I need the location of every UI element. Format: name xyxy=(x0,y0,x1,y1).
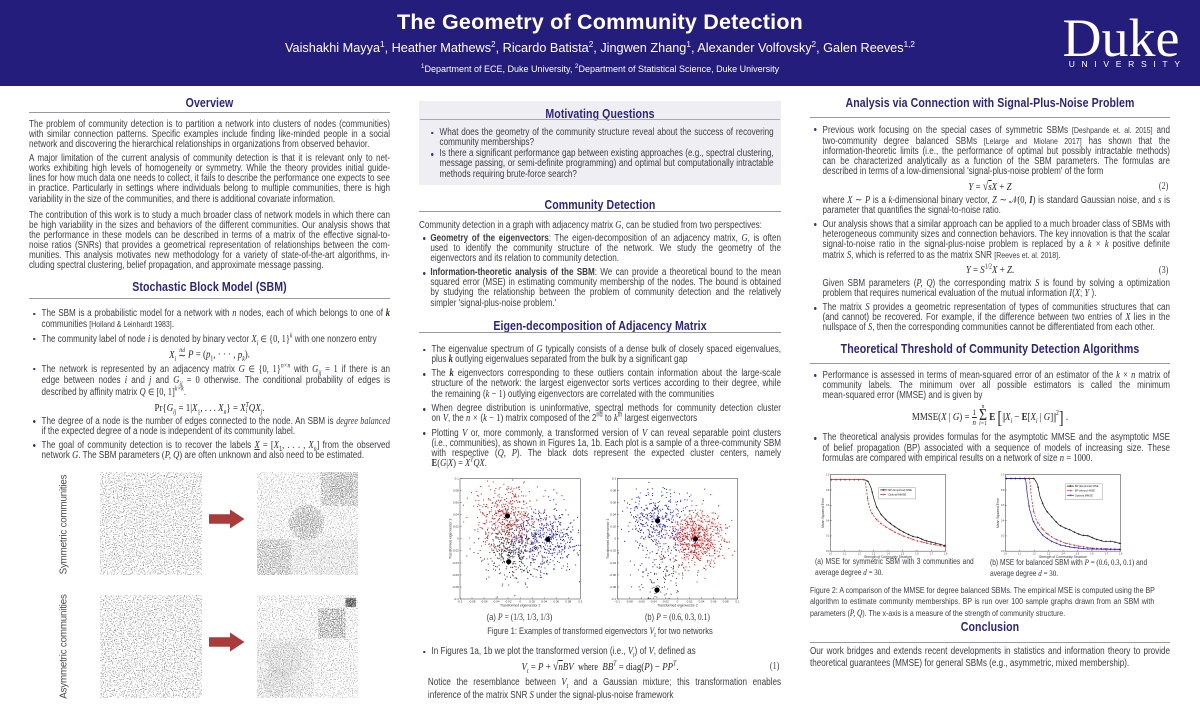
svg-text:-0.08: -0.08 xyxy=(469,599,476,603)
svg-text:1.2: 1.2 xyxy=(1033,552,1037,555)
svg-text:1.3: 1.3 xyxy=(872,552,876,555)
svg-text:BP (Empirical) MSE: BP (Empirical) MSE xyxy=(888,488,912,492)
svg-text:0.06: 0.06 xyxy=(453,501,459,505)
svg-text:-0.02: -0.02 xyxy=(609,549,616,553)
svg-text:0.0: 0.0 xyxy=(1001,550,1005,553)
svg-text:0.04: 0.04 xyxy=(610,513,616,517)
svg-text:1.0: 1.0 xyxy=(826,474,830,477)
svg-text:-0.04: -0.04 xyxy=(493,599,500,603)
svg-text:0.1: 0.1 xyxy=(578,599,583,603)
svg-text:0.06: 0.06 xyxy=(610,501,616,505)
svg-text:-0.1: -0.1 xyxy=(457,599,463,603)
svg-text:BP (theory) MSE: BP (theory) MSE xyxy=(1075,489,1095,493)
svg-text:-0.1: -0.1 xyxy=(454,597,460,601)
svg-text:1.7: 1.7 xyxy=(930,552,934,555)
svg-text:1.3: 1.3 xyxy=(1047,552,1051,555)
svg-text:0.8: 0.8 xyxy=(826,489,830,492)
svg-text:0.08: 0.08 xyxy=(610,489,616,493)
svg-text:0: 0 xyxy=(457,537,459,541)
svg-text:BP (Empirical) MSE: BP (Empirical) MSE xyxy=(1075,484,1099,488)
svg-text:Strength of Community Structur: Strength of Community Structure xyxy=(864,555,912,559)
svg-text:1.8: 1.8 xyxy=(944,552,948,555)
svg-text:Transformed eigenvector 3: Transformed eigenvector 3 xyxy=(449,518,453,559)
svg-text:Transformed eigenvector 2: Transformed eigenvector 2 xyxy=(657,604,698,608)
svg-text:Optimal MMSE: Optimal MMSE xyxy=(1075,493,1093,497)
svg-text:-0.08: -0.08 xyxy=(609,585,616,589)
svg-text:0.2: 0.2 xyxy=(826,535,830,538)
svg-text:-0.08: -0.08 xyxy=(452,585,459,589)
svg-text:0.08: 0.08 xyxy=(453,489,459,493)
svg-text:-0.04: -0.04 xyxy=(650,599,657,603)
svg-text:0.08: 0.08 xyxy=(723,599,729,603)
svg-text:Transformed eigenvector 2: Transformed eigenvector 2 xyxy=(500,604,541,608)
svg-text:0: 0 xyxy=(614,537,616,541)
svg-text:0.06: 0.06 xyxy=(711,599,717,603)
svg-text:0: 0 xyxy=(519,599,521,603)
svg-text:-0.02: -0.02 xyxy=(452,549,459,553)
svg-text:0.08: 0.08 xyxy=(565,599,571,603)
svg-text:1.1: 1.1 xyxy=(1018,552,1022,555)
svg-text:0: 0 xyxy=(677,599,679,603)
svg-text:-0.04: -0.04 xyxy=(609,561,616,565)
svg-text:Transformed eigenvector 3: Transformed eigenvector 3 xyxy=(606,518,610,559)
svg-text:0.02: 0.02 xyxy=(687,599,693,603)
svg-text:1.8: 1.8 xyxy=(1119,552,1123,555)
svg-text:0.06: 0.06 xyxy=(553,599,559,603)
svg-text:0.02: 0.02 xyxy=(453,525,459,529)
svg-text:-0.06: -0.06 xyxy=(481,599,488,603)
svg-text:1.1: 1.1 xyxy=(843,552,847,555)
svg-text:1.4: 1.4 xyxy=(1061,552,1065,555)
svg-text:1.0: 1.0 xyxy=(1001,474,1005,477)
svg-text:1.0: 1.0 xyxy=(1004,552,1008,555)
svg-text:0.4: 0.4 xyxy=(826,519,830,522)
svg-text:0.4: 0.4 xyxy=(1001,519,1005,522)
svg-text:-0.06: -0.06 xyxy=(452,573,459,577)
svg-text:-0.02: -0.02 xyxy=(662,599,669,603)
svg-text:-0.06: -0.06 xyxy=(609,573,616,577)
svg-text:0.6: 0.6 xyxy=(826,504,830,507)
svg-text:1.0: 1.0 xyxy=(829,552,833,555)
svg-text:-0.02: -0.02 xyxy=(505,599,512,603)
svg-text:0.2: 0.2 xyxy=(1001,535,1005,538)
svg-text:1.4: 1.4 xyxy=(886,552,890,555)
svg-text:-0.08: -0.08 xyxy=(626,599,633,603)
svg-text:Mean Squared Error: Mean Squared Error xyxy=(821,497,825,528)
svg-text:0.1: 0.1 xyxy=(736,599,741,603)
svg-text:0.1: 0.1 xyxy=(612,477,617,481)
svg-text:0.04: 0.04 xyxy=(453,513,459,517)
svg-text:0.8: 0.8 xyxy=(1001,489,1005,492)
svg-text:0.04: 0.04 xyxy=(541,599,547,603)
svg-text:-0.1: -0.1 xyxy=(611,597,617,601)
svg-text:1.6: 1.6 xyxy=(1090,552,1094,555)
svg-text:-0.06: -0.06 xyxy=(638,599,645,603)
svg-text:Optimal MMSE: Optimal MMSE xyxy=(888,493,906,497)
svg-text:Mean Squared Error: Mean Squared Error xyxy=(996,497,1000,528)
svg-text:1.7: 1.7 xyxy=(1105,552,1109,555)
svg-text:0.0: 0.0 xyxy=(826,550,830,553)
svg-text:Strength of Community Structur: Strength of Community Structure xyxy=(1039,555,1087,559)
svg-text:1.6: 1.6 xyxy=(915,552,919,555)
svg-text:0.04: 0.04 xyxy=(699,599,705,603)
svg-text:0.1: 0.1 xyxy=(455,477,460,481)
svg-text:0.02: 0.02 xyxy=(610,525,616,529)
svg-text:-0.1: -0.1 xyxy=(615,599,621,603)
svg-text:0.02: 0.02 xyxy=(529,599,535,603)
svg-text:1.5: 1.5 xyxy=(1076,552,1080,555)
svg-text:1.2: 1.2 xyxy=(858,552,862,555)
svg-text:-0.04: -0.04 xyxy=(452,561,459,565)
svg-text:1.5: 1.5 xyxy=(901,552,905,555)
svg-text:0.6: 0.6 xyxy=(1001,504,1005,507)
